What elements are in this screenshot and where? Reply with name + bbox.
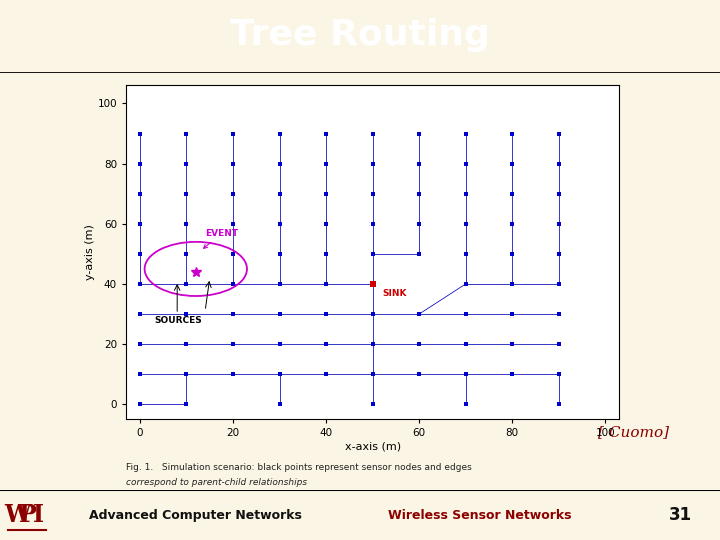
Text: P: P <box>19 503 37 527</box>
X-axis label: x-axis (m): x-axis (m) <box>345 441 400 451</box>
Text: [ Cuomo]: [ Cuomo] <box>598 425 670 439</box>
Text: EVENT: EVENT <box>204 229 238 248</box>
Text: Tree Routing: Tree Routing <box>230 18 490 52</box>
Text: Wireless Sensor Networks: Wireless Sensor Networks <box>388 509 572 522</box>
Text: SOURCES: SOURCES <box>154 316 202 325</box>
Text: Advanced Computer Networks: Advanced Computer Networks <box>89 509 302 522</box>
Text: SINK: SINK <box>382 289 406 298</box>
Text: W: W <box>5 503 31 527</box>
Text: I: I <box>32 503 44 527</box>
Text: 31: 31 <box>668 506 692 524</box>
Text: correspond to parent-child relationships: correspond to parent-child relationships <box>126 478 307 487</box>
Text: Fig. 1.   Simulation scenario: black points represent sensor nodes and edges: Fig. 1. Simulation scenario: black point… <box>126 463 472 472</box>
Y-axis label: y-axis (m): y-axis (m) <box>84 225 94 280</box>
